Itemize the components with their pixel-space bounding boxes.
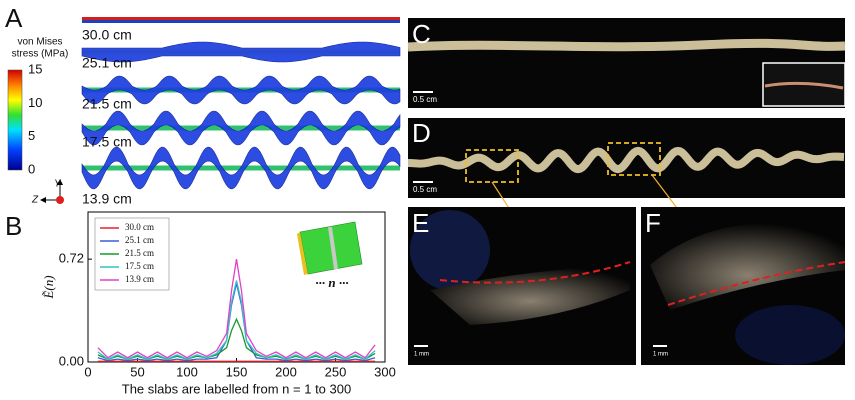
length-label: 17.5 cm [82, 134, 132, 150]
scale-label: 0.5 cm [413, 185, 437, 194]
length-label: 30.0 cm [82, 27, 132, 43]
axis-indicator: Y Z [31, 179, 64, 206]
photo-feature [410, 210, 490, 290]
legend-label: 25.1 cm [125, 235, 154, 245]
length-label: 25.1 cm [82, 55, 132, 71]
photo-feature [650, 222, 845, 310]
panel-label: B [5, 211, 22, 241]
legend-label: 30.0 cm [125, 222, 154, 232]
x-tick-label: 0 [84, 364, 91, 379]
x-tick-label: 300 [374, 364, 396, 379]
y-tick-label: 0.00 [59, 353, 84, 368]
length-label: 21.5 cm [82, 96, 132, 112]
x-tick-label: 150 [226, 364, 248, 379]
colorbar-tick: 15 [28, 61, 42, 76]
series-line [97, 280, 376, 360]
rod-ribbon [81, 146, 401, 190]
rod-ribbon [81, 110, 401, 146]
series-line [97, 283, 376, 362]
x-axis-label: The slabs are labelled from n = 1 to 300 [122, 381, 351, 396]
colorbar-tick: 10 [28, 95, 42, 110]
colorbar-tick: 5 [28, 128, 35, 143]
arrow [651, 174, 681, 213]
panel-label: C [412, 19, 431, 49]
y-tick-label: 0.72 [59, 251, 84, 266]
colorbar-title: stress (MPa) [12, 49, 69, 60]
x-tick-label: 250 [325, 364, 347, 379]
y-axis-label: Ẽ(n) [41, 275, 56, 299]
highlight-box [607, 142, 661, 176]
rod-ribbon [81, 41, 401, 63]
scale-label: 1 mm [414, 352, 429, 358]
x-tick-label: 100 [176, 364, 198, 379]
panel-label: F [645, 208, 661, 238]
axis-label: Y [54, 179, 62, 190]
scale-label: 0.5 cm [413, 95, 437, 104]
simulation-rods [81, 17, 401, 190]
colorbar-title: von Mises [17, 37, 62, 48]
inset-slab-edge [297, 232, 308, 275]
legend-label: 21.5 cm [125, 248, 154, 258]
series-line [97, 259, 376, 359]
panel-label: E [412, 208, 429, 238]
legend-label: 13.9 cm [125, 274, 154, 284]
highlight-box [465, 149, 519, 183]
rod-photo [407, 38, 846, 52]
length-label: 13.9 cm [82, 191, 132, 207]
photo-feature [735, 305, 845, 365]
boundary-line [667, 261, 846, 306]
rod-photo [407, 146, 845, 174]
boundary-line [439, 261, 631, 284]
photo-feature [430, 265, 630, 325]
panel-label: A [5, 3, 23, 33]
colorbar-tick: 0 [28, 161, 35, 176]
inset-label: ··· n ··· [315, 275, 348, 290]
colorbar [7, 69, 23, 171]
scale-label: 1 mm [653, 352, 668, 358]
panel-label: D [412, 118, 431, 148]
inset-rod [764, 81, 844, 90]
axis-label: Z [31, 195, 39, 206]
rod-ribbon [81, 75, 401, 105]
x-tick-label: 200 [275, 364, 297, 379]
legend-label: 17.5 cm [125, 261, 154, 271]
line-chart: B 0 50 100 150 200 250 300 0.00 0.72Ẽ(n) The slabs… [5, 211, 396, 397]
x-tick-label: 50 [130, 364, 144, 379]
inset-highlight [328, 226, 338, 270]
